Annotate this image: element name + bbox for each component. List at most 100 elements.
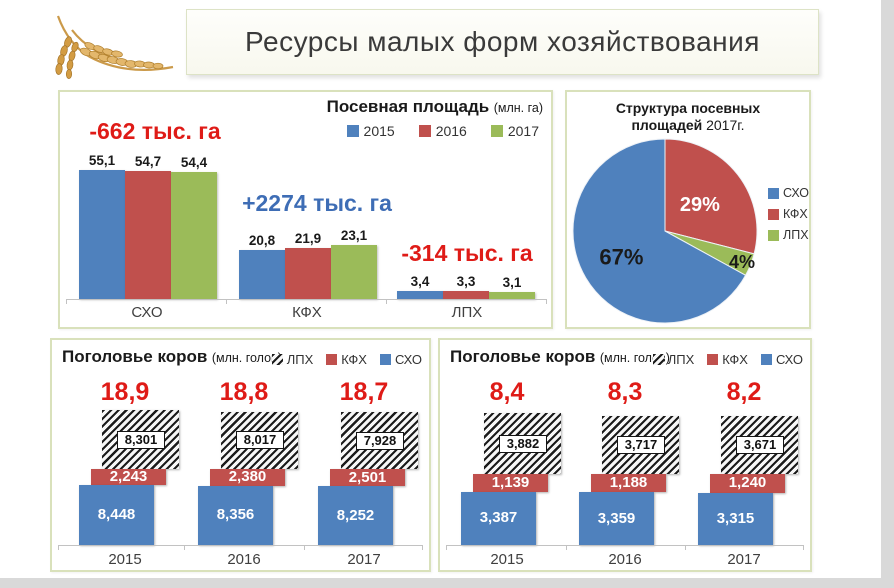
- legend-item-lph: ЛПХ: [652, 352, 695, 367]
- sho-value-label: 3,387: [479, 509, 518, 527]
- sho-value-label: 8,356: [216, 506, 255, 524]
- cows-right-plot-area: 3,882 1,139 3,387 8,4 2015 3,717 1,188 3,359 8,3…: [440, 340, 810, 570]
- bar-value-label: 20,8: [248, 233, 276, 249]
- axis-tick: [566, 545, 567, 550]
- legend-swatch-kfh: [768, 208, 779, 220]
- legend-label: КФХ: [722, 352, 748, 367]
- bar-2017-СХО: [171, 171, 217, 299]
- bar-value-label: 21,9: [294, 230, 322, 246]
- total-label: 8,4: [489, 378, 525, 406]
- bar-2015-КФХ: [239, 250, 285, 299]
- legend-item-lph: ЛПХ: [768, 228, 809, 242]
- legend-label: ЛПХ: [667, 352, 695, 367]
- category-label: 2016: [227, 551, 261, 568]
- sho-value-label: 3,315: [716, 510, 755, 528]
- chart-legend: 2015 2016 2017: [346, 123, 539, 139]
- kfh-value-label: 1,188: [609, 474, 648, 492]
- bar-2016-СХО: [125, 171, 171, 299]
- category-label: 2017: [727, 551, 761, 568]
- sho-value-label: 8,448: [97, 506, 136, 523]
- bar-sho-2017: [318, 486, 393, 545]
- axis-tick: [184, 545, 185, 550]
- bar-sho-2017: [698, 493, 773, 545]
- category-label: 2015: [108, 551, 142, 568]
- kfh-value-label: 2,380: [228, 468, 267, 486]
- lph-value-label: 8,017: [236, 431, 284, 450]
- bar-2016-ЛПХ: [443, 291, 489, 299]
- chart-title: Поголовье коров (млн. голов): [62, 347, 282, 367]
- bar-2015-СХО: [79, 170, 125, 299]
- pie-slice-КФХ: [664, 138, 758, 255]
- chart-title-text: Поголовье коров: [450, 347, 596, 366]
- title-banner: Ресурсы малых форм хозяйствования: [186, 9, 819, 75]
- kfh-value-label: 2,501: [348, 468, 387, 486]
- legend-swatch-2015: [346, 125, 359, 137]
- chart-legend: ЛПХ КФХ СХО: [652, 352, 803, 367]
- axis-tick: [685, 545, 686, 550]
- bar-sho-2015: [79, 485, 154, 545]
- lph-value-label: 8,301: [117, 430, 165, 449]
- bar-2017-КФХ: [331, 244, 377, 299]
- bar-kfh-2015: [473, 474, 548, 492]
- chart-title: Поголовье коров (млн. голов): [450, 347, 670, 367]
- axis-tick: [422, 545, 423, 550]
- legend-label: СХО: [775, 352, 803, 367]
- bar-sho-2016: [198, 485, 273, 545]
- chart-legend: ЛПХ КФХ СХО: [271, 352, 422, 367]
- pie-chart-panel: Структура посевных площадей 2017г. 29% 4%…: [565, 90, 811, 329]
- pie-slice-label: 67%: [599, 245, 643, 270]
- category-label: ЛПХ: [451, 304, 483, 321]
- pie-chart: 29% 4% 67%: [572, 138, 758, 324]
- x-axis: [58, 545, 423, 546]
- chart-legend: СХО КФХ ЛПХ: [768, 186, 809, 242]
- axis-tick: [304, 545, 305, 550]
- axis-tick: [546, 299, 547, 304]
- legend-item-sho: СХО: [760, 352, 803, 367]
- axis-tick: [803, 545, 804, 550]
- category-label: СХО: [131, 304, 163, 321]
- cows-chart-panel-left: Поголовье коров (млн. голов) ЛПХ КФХ СХО…: [50, 338, 431, 572]
- legend-label: СХО: [394, 352, 422, 367]
- axis-tick: [446, 545, 447, 550]
- x-axis: [66, 299, 547, 300]
- legend-item-kfh: КФХ: [707, 352, 748, 367]
- legend-swatch-sho: [760, 354, 772, 365]
- legend-label: КФХ: [783, 207, 808, 221]
- chart-title-text: Посевная площадь: [326, 97, 490, 116]
- bar-value-label: 23,1: [340, 227, 368, 243]
- chart-title-unit: (млн. га): [493, 101, 543, 115]
- total-label: 18,9: [100, 378, 150, 406]
- legend-label: 2016: [435, 123, 467, 139]
- annotation-lph-delta: -314 тыс. га: [401, 240, 533, 266]
- bar-2016-КФХ: [285, 247, 331, 299]
- wheat-image: [55, 15, 174, 79]
- legend-item-2015: 2015: [346, 123, 395, 139]
- legend-swatch-lph-hatched: [271, 354, 283, 365]
- legend-swatch-sho: [768, 187, 779, 199]
- total-label: 8,3: [607, 378, 643, 406]
- lph-value-label: 3,882: [499, 434, 547, 453]
- chart-title-year: 2017г.: [706, 117, 745, 133]
- legend-label: ЛПХ: [286, 352, 314, 367]
- pie-slice-label: 29%: [680, 194, 720, 216]
- bar-kfh-2017: [710, 473, 785, 494]
- bar-sho-2016: [579, 492, 654, 545]
- page-title: Ресурсы малых форм хозяйствования: [245, 26, 760, 57]
- legend-label: 2017: [507, 123, 539, 139]
- legend-swatch-2017: [490, 125, 503, 137]
- legend-swatch-2016: [418, 125, 431, 137]
- bar-2017-ЛПХ: [489, 291, 535, 299]
- chart-title-unit: (млн. голов): [599, 351, 670, 365]
- sho-value-label: 8,252: [336, 506, 375, 524]
- chart-title-line2: площадей: [631, 117, 703, 133]
- total-label: 18,7: [339, 378, 389, 406]
- bar-value-label: 3,1: [502, 274, 522, 290]
- sowing-plot-area: 55,1 20,8 3,4 54,7 21,9 3,3 54,4 23,1 3,1 СХО КФХ Л…: [60, 92, 551, 327]
- cows-chart-panel-right: Поголовье коров (млн. голов) ЛПХ КФХ СХО…: [438, 338, 812, 572]
- annotation-sho-delta: -662 тыс. га: [89, 118, 221, 144]
- legend-swatch-kfh: [326, 354, 338, 365]
- legend-swatch-kfh: [707, 354, 719, 365]
- pie-slice-label: 4%: [729, 252, 755, 272]
- lph-value-label: 3,671: [736, 435, 784, 454]
